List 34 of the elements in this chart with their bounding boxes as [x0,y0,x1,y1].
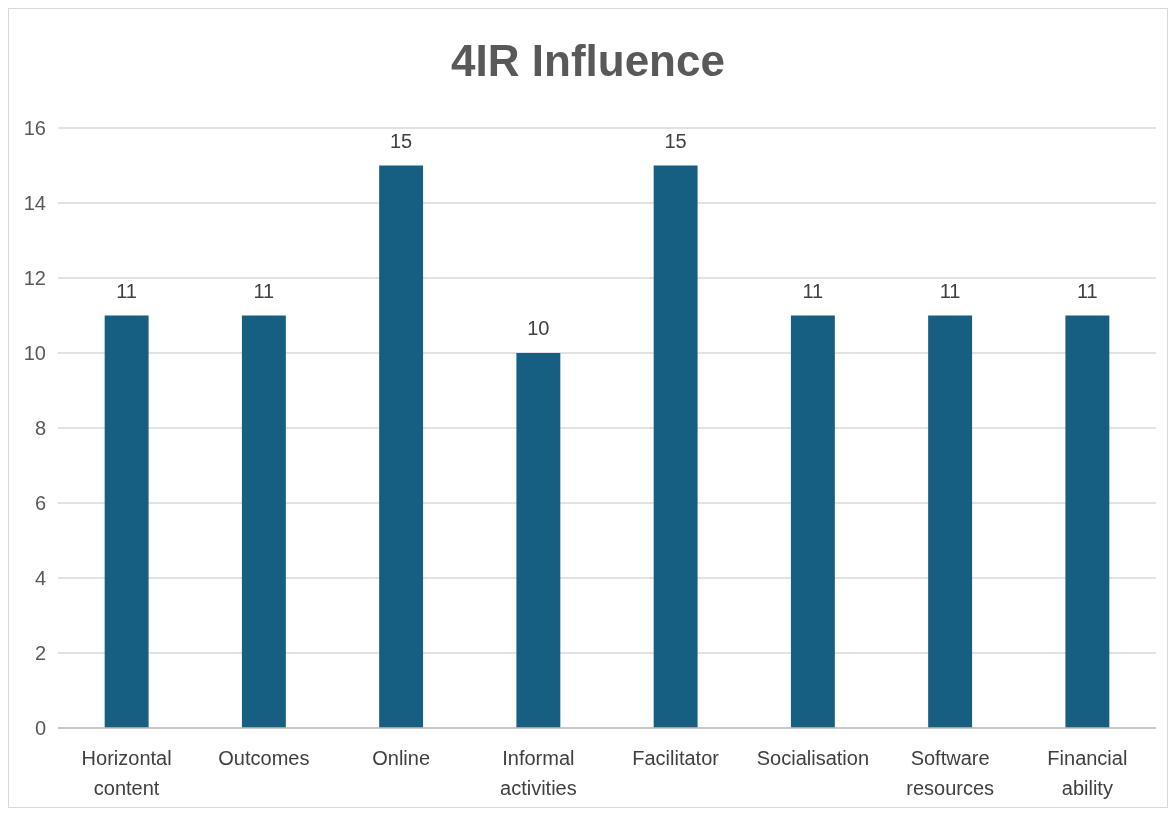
data-label: 11 [802,279,824,302]
y-tick-label: 2 [34,642,46,664]
x-tick-label: Informal activities [500,747,577,799]
data-label: 11 [1076,279,1098,302]
y-tick-label: 4 [34,567,46,589]
bar [928,315,973,728]
chart-title: 4IR Influence [451,36,725,85]
x-tick-label: Facilitator [632,747,720,769]
data-label: 11 [253,279,275,302]
bar [104,315,149,728]
bar [1065,315,1110,728]
bar [516,353,561,728]
x-tick-label: Financial ability [1047,747,1128,799]
y-tick-label: 0 [34,717,46,739]
data-label: 11 [939,279,961,302]
bar [653,165,698,728]
data-label: 11 [116,279,138,302]
data-label: 10 [527,317,550,339]
data-label: 15 [664,129,687,152]
x-tick-label: Outcomes [218,747,310,769]
bar [241,315,286,728]
y-tick-label: 16 [23,117,46,139]
x-tick-label: Horizontal content [81,747,172,799]
y-tick-label: 6 [34,492,46,514]
y-tick-label: 14 [23,192,46,214]
x-tick-label: Online [372,747,431,769]
x-tick-label: Socialisation [756,747,870,769]
y-tick-label: 10 [23,342,46,364]
bar [379,165,424,728]
bar [790,315,835,728]
y-tick-label: 12 [23,267,46,289]
y-tick-label: 8 [34,417,46,439]
data-label: 15 [390,129,413,152]
x-tick-label: Software resources [906,747,995,799]
